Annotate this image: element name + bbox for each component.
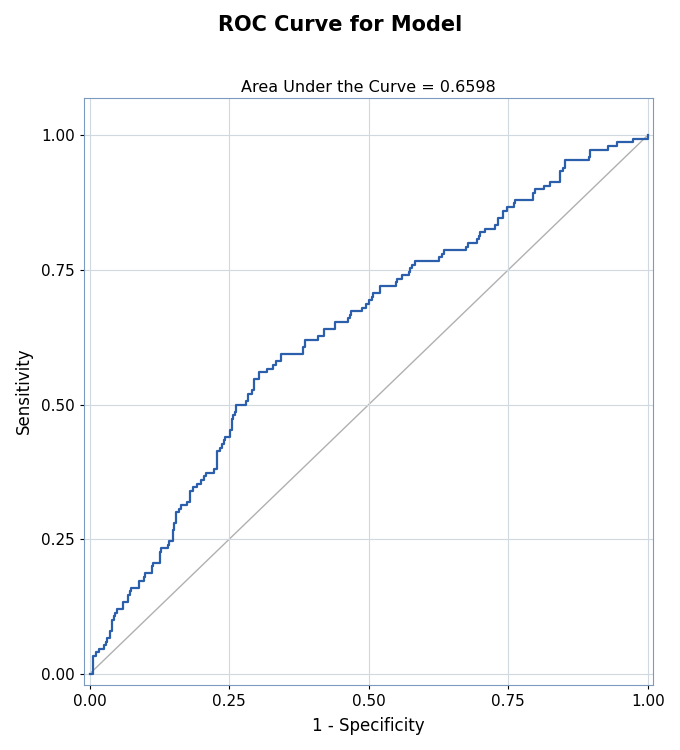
- Title: Area Under the Curve = 0.6598: Area Under the Curve = 0.6598: [241, 80, 496, 95]
- Text: ROC Curve for Model: ROC Curve for Model: [218, 15, 462, 35]
- Y-axis label: Sensitivity: Sensitivity: [15, 348, 33, 434]
- X-axis label: 1 - Specificity: 1 - Specificity: [312, 717, 425, 735]
